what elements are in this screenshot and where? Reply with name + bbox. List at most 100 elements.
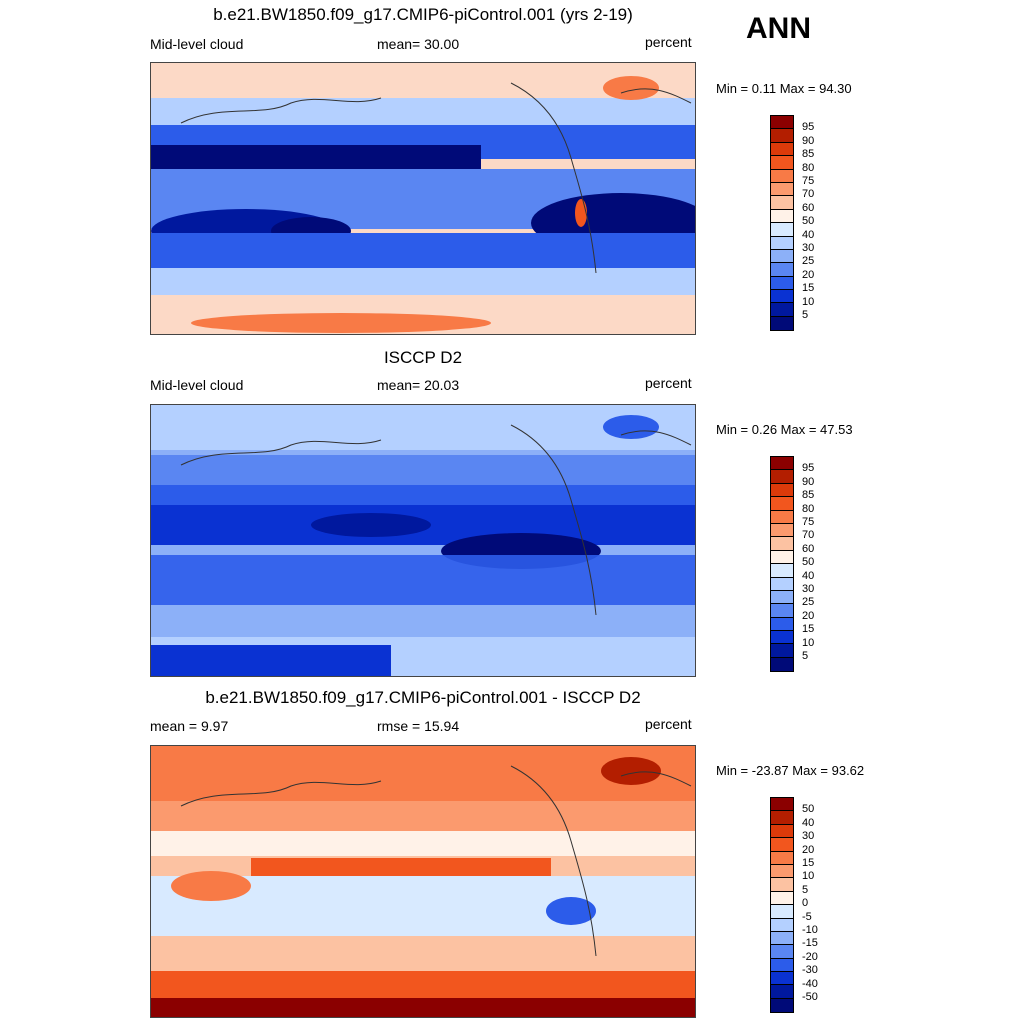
panel-1-map-svg xyxy=(151,63,695,334)
colorbar-swatch xyxy=(771,918,793,932)
colorbar-swatch xyxy=(771,604,793,618)
colorbar-tick-label: 70 xyxy=(802,529,815,542)
panel-2-variable-label: Mid-level cloud xyxy=(150,377,244,393)
colorbar-swatch xyxy=(771,223,793,237)
colorbar-swatch xyxy=(771,798,793,812)
colorbar-swatch xyxy=(771,483,793,498)
colorbar-swatch xyxy=(771,209,793,224)
colorbar-tick-label: 15 xyxy=(802,623,815,636)
colorbar-tick-label: 60 xyxy=(802,542,815,555)
colorbar-tick-label: 15 xyxy=(802,857,815,869)
colorbar-tick-label: 60 xyxy=(802,201,815,214)
colorbar-swatch xyxy=(771,116,793,130)
colorbar-swatch xyxy=(771,878,793,892)
colorbar-swatch xyxy=(771,617,793,632)
colorbar-tick-label: 20 xyxy=(802,609,815,622)
colorbar-tick-label: 30 xyxy=(802,583,815,595)
colorbar-tick-label: -40 xyxy=(802,977,818,990)
colorbar-swatch xyxy=(771,129,793,143)
panel-3-colorbar xyxy=(770,797,794,1014)
colorbar-swatch xyxy=(771,631,793,645)
colorbar-swatch xyxy=(771,985,793,999)
colorbar-swatch xyxy=(771,577,793,591)
colorbar-tick-label: 50 xyxy=(802,803,815,816)
colorbar-swatch xyxy=(771,303,793,317)
colorbar-swatch xyxy=(771,998,793,1013)
colorbar-tick-label: -30 xyxy=(802,964,818,977)
colorbar-swatch xyxy=(771,564,793,578)
panel-3-units-label: percent xyxy=(645,716,692,732)
colorbar-tick-label: -10 xyxy=(802,924,818,936)
panel-2-title: ISCCP D2 xyxy=(383,348,463,367)
colorbar-tick-label: 5 xyxy=(802,883,809,896)
colorbar-tick-label: 0 xyxy=(802,897,809,910)
colorbar-swatch xyxy=(771,236,793,250)
colorbar-tick-label: 50 xyxy=(802,215,815,228)
colorbar-swatch xyxy=(771,838,793,852)
colorbar-tick-label: -5 xyxy=(802,910,812,923)
colorbar-swatch xyxy=(771,249,793,264)
panel-2-minmax: Min = 0.26 Max = 47.53 xyxy=(716,422,853,437)
panel-3-map xyxy=(150,745,696,1018)
colorbar-tick-label: 80 xyxy=(802,161,815,174)
colorbar-swatch xyxy=(771,945,793,959)
colorbar-tick-label: 30 xyxy=(802,242,815,254)
colorbar-tick-label: 95 xyxy=(802,462,815,475)
colorbar-swatch xyxy=(771,290,793,304)
colorbar-swatch xyxy=(771,644,793,658)
colorbar-tick-label: 90 xyxy=(802,475,815,488)
colorbar-swatch xyxy=(771,263,793,277)
panel-3-mean-label: mean = 9.97 xyxy=(150,718,229,734)
colorbar-swatch xyxy=(771,156,793,170)
colorbar-swatch xyxy=(771,891,793,906)
colorbar-swatch xyxy=(771,657,793,672)
colorbar-tick-label: 5 xyxy=(802,309,809,321)
colorbar-tick-label: 40 xyxy=(802,816,815,829)
colorbar-tick-label: -20 xyxy=(802,950,818,963)
panel-1-minmax: Min = 0.11 Max = 94.30 xyxy=(716,81,852,96)
colorbar-tick-label: 40 xyxy=(802,569,815,582)
colorbar-tick-label: 10 xyxy=(802,636,815,649)
panel-2-mean-label: mean= 20.03 xyxy=(377,377,460,393)
panel-2-map-svg xyxy=(151,405,695,676)
colorbar-tick-label: 25 xyxy=(802,596,815,609)
colorbar-swatch xyxy=(771,142,793,157)
colorbar-swatch xyxy=(771,316,793,331)
colorbar-tick-label: 5 xyxy=(802,650,809,662)
colorbar-swatch xyxy=(771,537,793,551)
panel-1-title: b.e21.BW1850.f09_g17.CMIP6-piControl.001… xyxy=(213,5,633,24)
colorbar-tick-label: 15 xyxy=(802,282,815,295)
colorbar-swatch xyxy=(771,470,793,484)
colorbar-swatch xyxy=(771,276,793,291)
panel-1-units-label: percent xyxy=(645,34,692,50)
colorbar-swatch xyxy=(771,457,793,471)
colorbar-tick-label: 40 xyxy=(802,228,815,241)
colorbar-tick-label: 90 xyxy=(802,134,815,147)
panel-3-rmse-label: rmse = 15.94 xyxy=(377,718,460,734)
colorbar-tick-label: 75 xyxy=(802,516,815,528)
colorbar-tick-label: 30 xyxy=(802,830,815,843)
colorbar-tick-label: 85 xyxy=(802,148,815,161)
colorbar-swatch xyxy=(771,811,793,825)
panel-1-variable-label: Mid-level cloud xyxy=(150,36,244,52)
panel-2-colorbar xyxy=(770,456,794,673)
colorbar-tick-label: 75 xyxy=(802,175,815,187)
colorbar-swatch xyxy=(771,958,793,973)
colorbar-swatch xyxy=(771,864,793,879)
colorbar-tick-label: 10 xyxy=(802,295,815,308)
colorbar-tick-label: 95 xyxy=(802,121,815,134)
colorbar-tick-label: 10 xyxy=(802,870,815,883)
season-label: ANN xyxy=(746,12,811,45)
colorbar-tick-label: 80 xyxy=(802,502,815,515)
colorbar-swatch xyxy=(771,824,793,839)
colorbar-tick-label: 25 xyxy=(802,255,815,268)
colorbar-tick-label: 20 xyxy=(802,843,815,856)
panel-1-mean-label: mean= 30.00 xyxy=(377,36,460,52)
panel-3-map-svg xyxy=(151,746,695,1017)
colorbar-swatch xyxy=(771,931,793,946)
colorbar-tick-label: 50 xyxy=(802,556,815,569)
colorbar-swatch xyxy=(771,590,793,605)
colorbar-swatch xyxy=(771,523,793,538)
colorbar-swatch xyxy=(771,196,793,210)
colorbar-tick-label: -15 xyxy=(802,937,818,950)
